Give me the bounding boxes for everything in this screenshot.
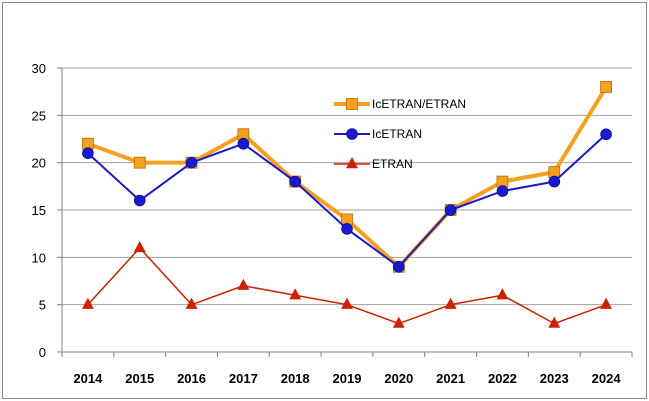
- legend-marker: [346, 157, 358, 169]
- data-point-etran: [548, 316, 561, 328]
- data-point-etran: [600, 297, 613, 309]
- legend-label: IcETRAN/ETRAN: [372, 97, 466, 111]
- x-tick-label: 2022: [488, 371, 517, 386]
- data-point-etran: [81, 297, 94, 309]
- series-line-icetran-etran: [87, 85, 608, 269]
- x-tick-label: 2018: [281, 371, 310, 386]
- y-tick-label: 25: [32, 108, 46, 123]
- y-tick-label: 0: [39, 345, 46, 360]
- legend-label: ETRAN: [372, 157, 413, 171]
- series-etran: [81, 240, 613, 328]
- y-tick-label: 5: [39, 298, 46, 313]
- x-tick-label: 2021: [436, 371, 465, 386]
- y-tick-label: 30: [32, 61, 46, 76]
- data-point-icetran-etran: [133, 156, 146, 169]
- data-point-icetran: [133, 194, 146, 207]
- series-icetran-etran: [82, 81, 612, 273]
- series-line-etran: [87, 247, 607, 325]
- x-tick-label: 2014: [73, 371, 103, 386]
- legend-marker: [346, 98, 358, 110]
- data-point-etran: [392, 316, 405, 328]
- data-point-icetran: [444, 204, 457, 216]
- x-tick-label: 2024: [592, 371, 622, 386]
- legend-marker: [346, 128, 358, 140]
- data-point-etran: [133, 240, 146, 253]
- x-tick-label: 2015: [125, 371, 154, 386]
- legend: IcETRAN/ETRAN IcETRAN ETRAN: [334, 97, 466, 171]
- data-point-etran: [237, 278, 250, 290]
- data-point-icetran: [237, 137, 250, 150]
- data-point-icetran: [548, 175, 561, 188]
- data-point-etran: [289, 288, 302, 300]
- data-point-icetran: [185, 156, 198, 169]
- data-point-etran: [185, 297, 198, 309]
- data-point-icetran: [496, 185, 509, 197]
- x-tick-label: 2017: [229, 371, 258, 386]
- x-tick-label: 2023: [540, 371, 569, 386]
- data-point-icetran: [82, 147, 94, 159]
- series-line-icetran: [87, 133, 607, 268]
- y-tick-label: 10: [32, 250, 46, 265]
- data-point-etran: [341, 297, 353, 309]
- x-tick-label: 2020: [384, 371, 413, 386]
- data-point-icetran: [393, 260, 405, 273]
- data-point-icetran-etran: [600, 81, 612, 93]
- legend-label: IcETRAN: [372, 127, 422, 141]
- data-point-etran: [496, 288, 509, 300]
- y-tick-label: 15: [32, 203, 46, 218]
- x-tick-label: 2016: [177, 371, 206, 386]
- data-point-icetran: [341, 223, 353, 235]
- series-icetran: [82, 128, 612, 273]
- x-tick-label: 2019: [333, 371, 362, 386]
- data-point-icetran: [600, 128, 612, 141]
- data-point-etran: [444, 297, 457, 309]
- y-tick-label: 20: [32, 156, 46, 171]
- data-point-icetran: [289, 175, 301, 188]
